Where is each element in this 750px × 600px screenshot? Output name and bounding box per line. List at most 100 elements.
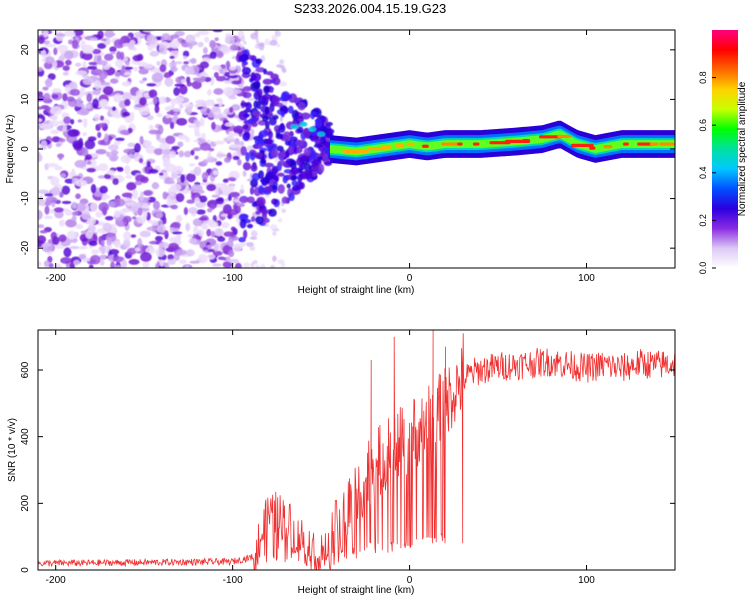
- transition-blob: [278, 151, 286, 159]
- colorbar-tick-label: 0.8: [698, 71, 708, 84]
- transition-blob: [287, 105, 294, 114]
- noise-blob: [236, 158, 242, 166]
- noise-blob: [113, 39, 125, 49]
- noise-blob: [38, 66, 44, 72]
- noise-blob: [207, 253, 216, 260]
- noise-blob: [228, 131, 234, 139]
- noise-blob: [125, 174, 133, 179]
- noise-blob: [127, 142, 136, 148]
- noise-blob: [162, 157, 171, 166]
- noise-blob: [139, 96, 147, 106]
- noise-blob: [163, 262, 170, 268]
- noise-blob: [169, 121, 175, 130]
- noise-blob: [97, 140, 106, 146]
- noise-blob: [130, 234, 137, 238]
- noise-blob: [97, 30, 104, 39]
- noise-blob: [113, 210, 121, 218]
- noise-blob: [108, 153, 119, 162]
- noise-blob: [77, 119, 83, 123]
- noise-blob: [128, 259, 140, 265]
- noise-blob: [116, 51, 122, 60]
- noise-blob: [170, 66, 178, 72]
- noise-blob: [215, 161, 223, 166]
- noise-blob: [211, 121, 216, 130]
- transition-blob: [268, 208, 277, 217]
- noise-blob: [277, 218, 283, 223]
- transition-blob: [282, 175, 288, 184]
- spectrogram-x-tick-label: 100: [578, 273, 595, 284]
- noise-blob: [174, 83, 185, 87]
- noise-blob: [146, 115, 154, 121]
- noise-blob: [58, 138, 66, 143]
- noise-blob: [276, 64, 283, 68]
- noise-blob: [189, 260, 201, 264]
- noise-blob: [43, 92, 51, 101]
- noise-blob: [188, 43, 193, 50]
- noise-blob: [251, 230, 258, 238]
- noise-blob: [249, 246, 254, 251]
- noise-blob: [162, 216, 167, 225]
- noise-blob: [222, 186, 232, 195]
- noise-blob: [147, 196, 156, 203]
- noise-blob: [205, 100, 216, 107]
- noise-blob: [121, 64, 126, 75]
- noise-blob: [274, 30, 278, 34]
- noise-blob: [167, 258, 177, 265]
- noise-blob: [95, 148, 107, 155]
- noise-blob: [158, 44, 167, 55]
- transition-blob: [265, 120, 270, 129]
- transition-blob: [261, 96, 269, 105]
- noise-blob: [148, 129, 160, 135]
- transition-blob: [240, 53, 249, 62]
- noise-blob: [179, 104, 184, 109]
- noise-blob: [88, 264, 94, 268]
- noise-blob: [47, 255, 53, 263]
- noise-blob: [241, 242, 248, 246]
- noise-blob: [97, 43, 107, 49]
- ridge-core: [422, 144, 429, 148]
- noise-blob: [70, 119, 75, 125]
- noise-blob: [64, 50, 74, 60]
- noise-blob: [59, 191, 64, 198]
- noise-blob: [61, 200, 72, 205]
- noise-blob: [89, 37, 98, 42]
- transition-blob: [243, 91, 248, 98]
- noise-blob: [171, 231, 183, 235]
- noise-blob: [44, 201, 52, 206]
- noise-blob: [172, 108, 182, 112]
- noise-blob: [50, 129, 60, 135]
- noise-blob: [250, 262, 255, 268]
- noise-blob: [197, 229, 204, 237]
- snr-y-ticks: 0 200 400 600: [20, 361, 675, 573]
- noise-blob: [241, 35, 245, 43]
- noise-blob: [190, 58, 197, 64]
- noise-blob: [66, 230, 77, 240]
- noise-blob: [206, 219, 216, 225]
- colorbar-label: Normalized spectral amplitude: [737, 81, 748, 216]
- noise-blob: [176, 176, 181, 184]
- ridge-core: [570, 143, 594, 147]
- noise-blob: [71, 215, 77, 221]
- spectrogram-y-tick-label: 0: [20, 146, 31, 152]
- transition-blob: [251, 172, 260, 182]
- noise-blob: [88, 240, 98, 247]
- noise-blob: [109, 78, 119, 84]
- noise-blob: [134, 247, 141, 252]
- noise-blob: [143, 140, 152, 147]
- noise-blob: [62, 65, 70, 71]
- noise-blob: [206, 156, 216, 163]
- noise-blob: [174, 61, 183, 65]
- noise-blob: [197, 30, 210, 36]
- transition-blob: [256, 100, 262, 110]
- transition-blob: [259, 178, 269, 183]
- noise-blob: [105, 215, 114, 221]
- ridge-core: [659, 142, 675, 146]
- noise-blob: [179, 84, 188, 95]
- noise-blob: [212, 170, 219, 176]
- noise-blob: [41, 243, 53, 247]
- transition-blob: [267, 111, 274, 118]
- transition-blob: [255, 216, 264, 225]
- spectrogram-y-tick-label: -20: [20, 241, 31, 256]
- noise-blob: [189, 66, 194, 75]
- noise-blob: [91, 249, 99, 255]
